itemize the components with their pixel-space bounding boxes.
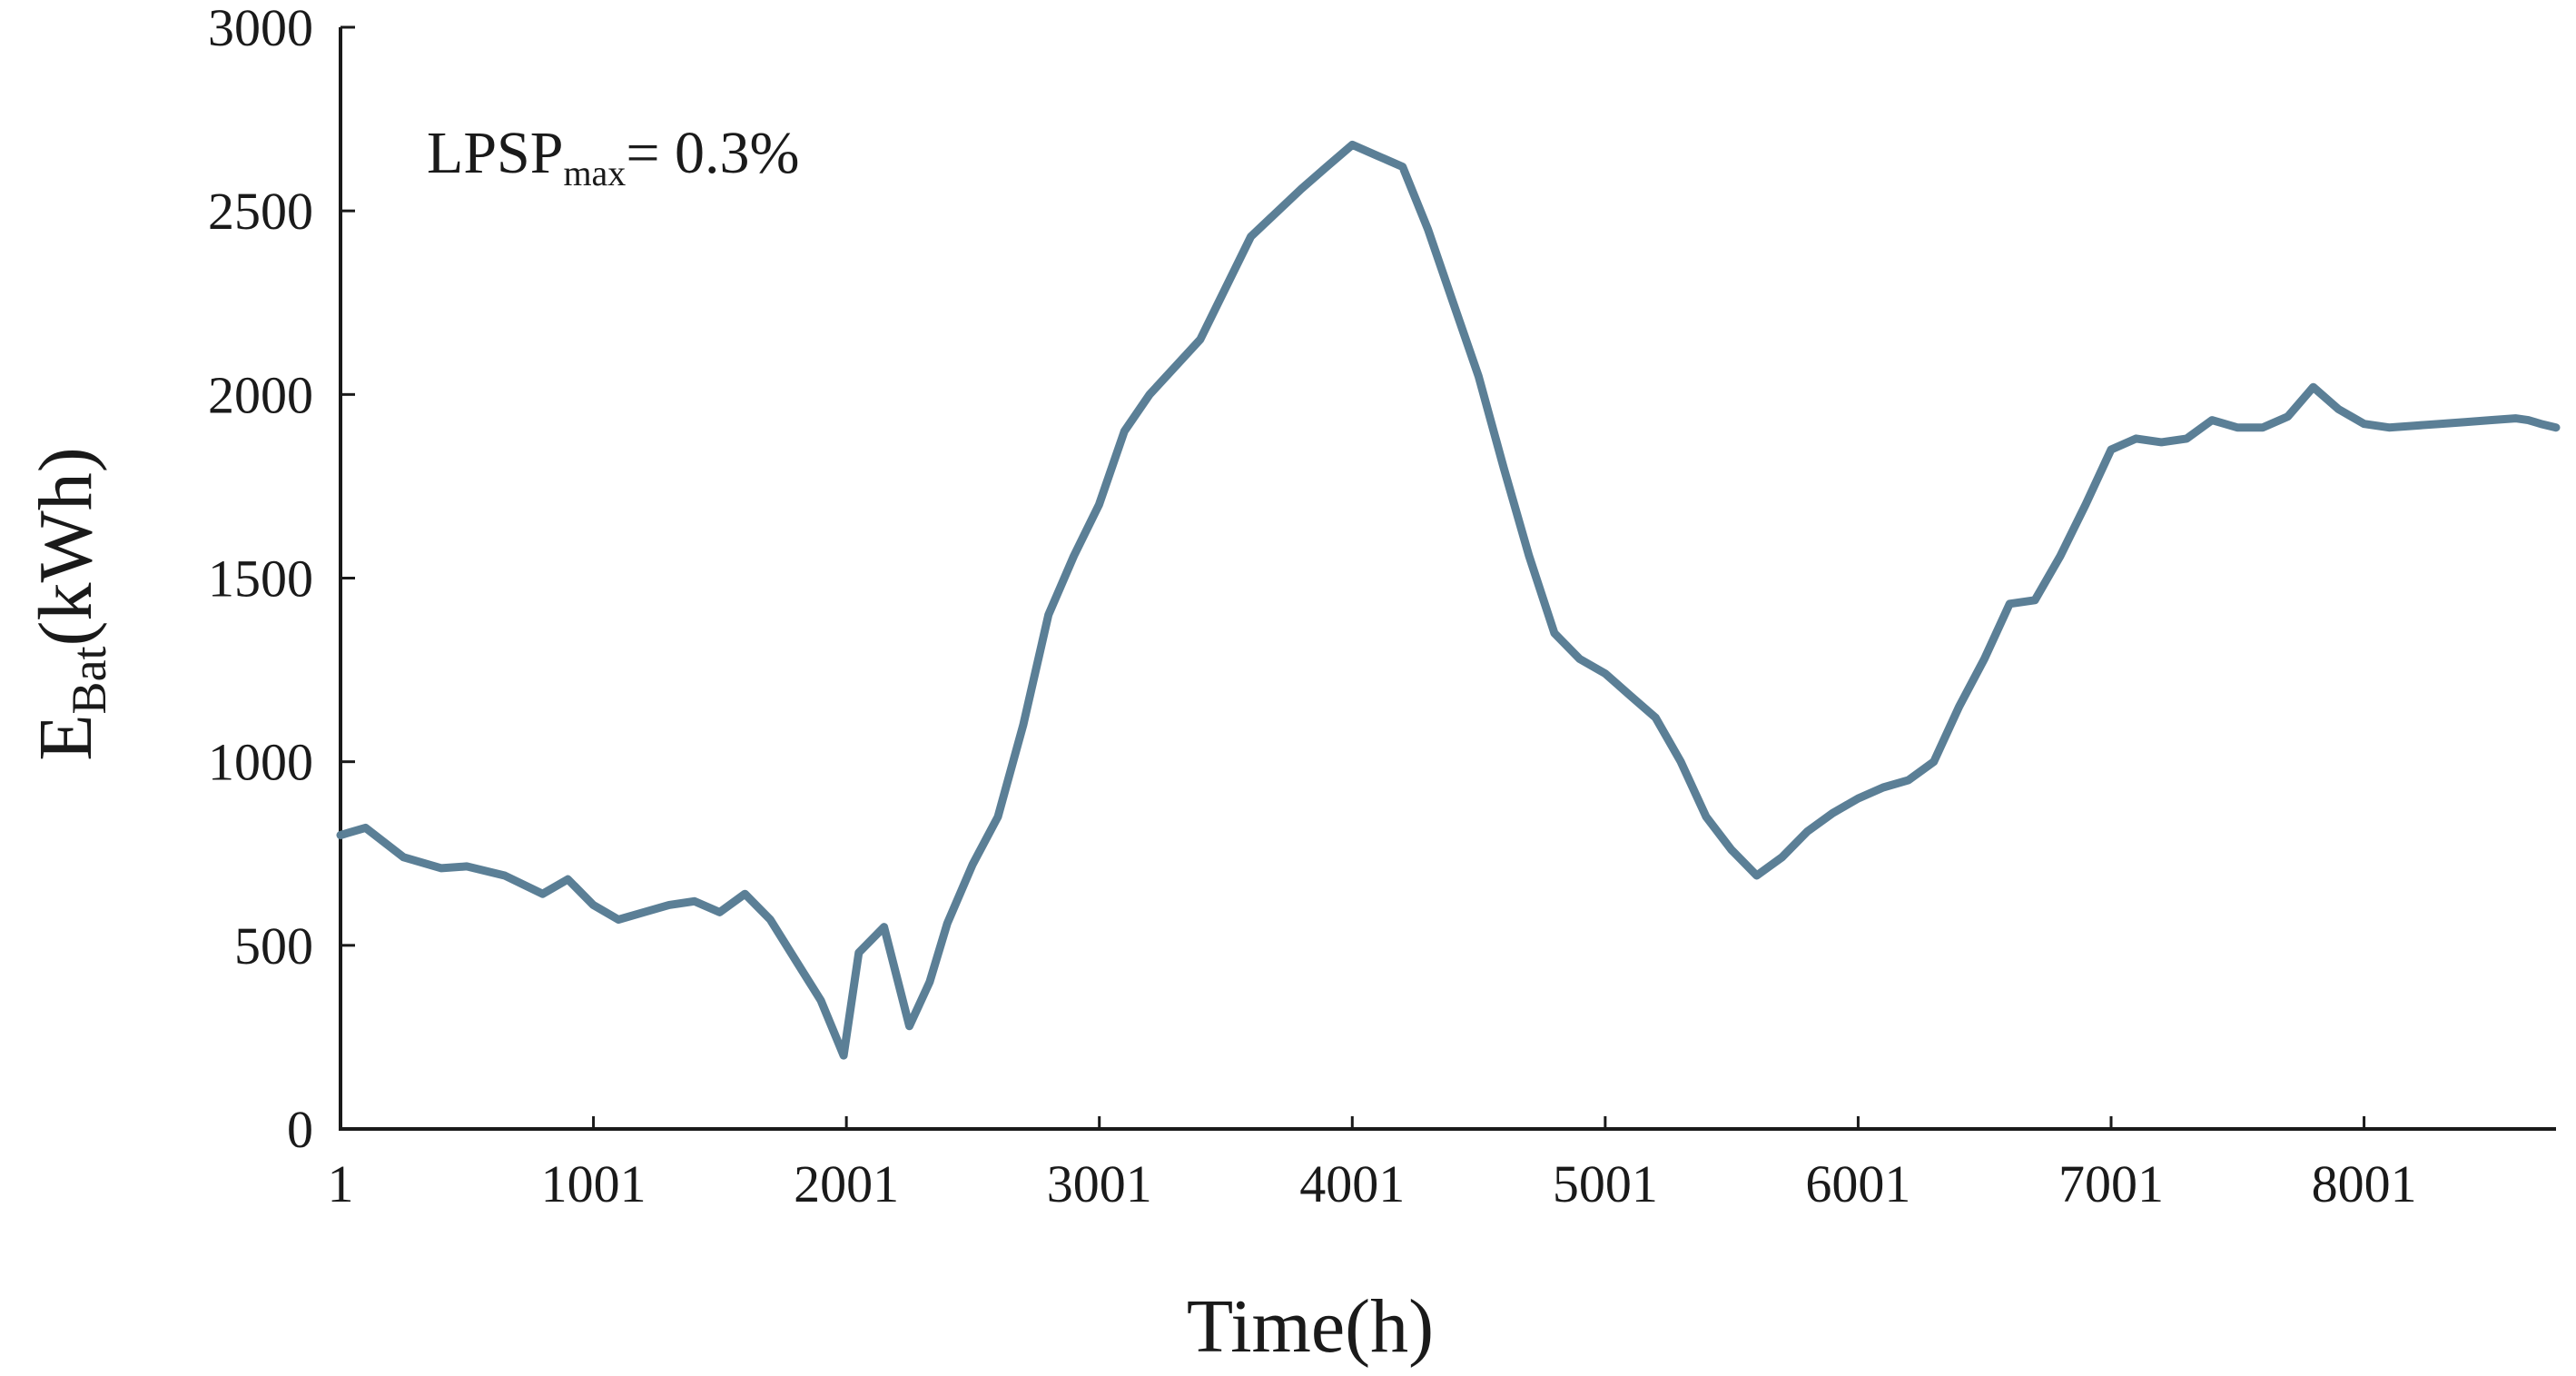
y-tick-label: 500 bbox=[234, 916, 313, 975]
y-tick-label: 2500 bbox=[208, 182, 313, 241]
x-tick-label: 4001 bbox=[1299, 1154, 1405, 1213]
x-axis-ticks: 1 1001 2001 3001 4001 5001 6001 7001 8001 bbox=[328, 1116, 2417, 1213]
y-axis-ticks: 0 500 1000 1500 2000 2500 3000 bbox=[208, 0, 355, 1159]
x-axis-title: Time(h) bbox=[1187, 1284, 1434, 1369]
x-tick-label: 7001 bbox=[2058, 1154, 2164, 1213]
x-tick-label: 3001 bbox=[1047, 1154, 1152, 1213]
y-axis-title: EBat(kWh) bbox=[24, 447, 116, 761]
x-tick-label: 1 bbox=[328, 1154, 354, 1213]
lpsp-annotation: LPSPmax= 0.3% bbox=[427, 120, 800, 193]
axes bbox=[339, 27, 2556, 1131]
axis-lines bbox=[339, 27, 2556, 1131]
x-tick-label: 5001 bbox=[1553, 1154, 1658, 1213]
series-line-ebat bbox=[336, 140, 2561, 1060]
y-tick-label: 1500 bbox=[208, 549, 313, 609]
x-tick-label: 6001 bbox=[1805, 1154, 1910, 1213]
x-tick-label: 2001 bbox=[794, 1154, 899, 1213]
y-tick-label: 2000 bbox=[208, 365, 313, 424]
y-tick-label: 0 bbox=[287, 1100, 313, 1159]
x-tick-label: 1001 bbox=[541, 1154, 646, 1213]
y-tick-label: 3000 bbox=[208, 0, 313, 57]
y-tick-label: 1000 bbox=[208, 733, 313, 792]
x-tick-label: 8001 bbox=[2312, 1154, 2417, 1213]
